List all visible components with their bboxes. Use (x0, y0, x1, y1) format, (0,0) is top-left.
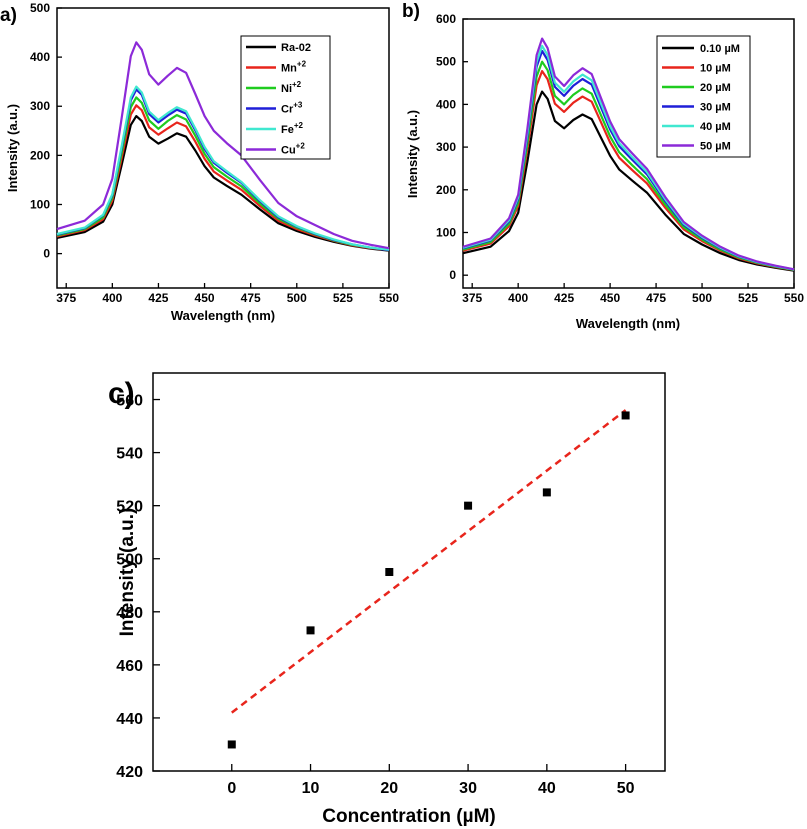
panel-a-x-tick-label: 400 (102, 291, 122, 305)
panel-a-legend: Ra-02 Mn+2 Ni+2 Cr+3 Fe+2 Cu+2 (240, 35, 331, 160)
panel-a-y-tick-label: 500 (30, 1, 50, 15)
panel-c-label: c) (108, 377, 135, 410)
panel-a-series (56, 41, 390, 252)
panel-a-x-tick-label: 500 (287, 291, 307, 305)
panel-c-x-tick-label: 20 (380, 780, 398, 797)
panel-a-x-tick-label: 425 (148, 291, 168, 305)
panel-a-x-tick-label: 450 (195, 291, 215, 305)
panel-b-series-line (462, 37, 795, 271)
panel-b-y-tick-label: 400 (436, 97, 456, 111)
panel-c-data-point (385, 568, 394, 576)
panel-b-legend-label: 10 µM (700, 63, 731, 75)
panel-b-legend-box (656, 35, 751, 158)
panel-a-x-tick-label: 525 (333, 291, 353, 305)
panel-b-x-tick-label: 550 (784, 291, 804, 305)
panel-b-legend-label: 0.10 µM (700, 43, 740, 55)
panel-b-series (462, 37, 795, 272)
panel-b-x-tick-label: 500 (692, 291, 712, 305)
panel-b-x-tick-label: 450 (600, 291, 620, 305)
panel-b-x-axis-title: Wavelength (nm) (576, 316, 680, 331)
panel-a-y-tick-label: 400 (30, 50, 50, 64)
panel-c-x-tick-label: 10 (302, 780, 320, 797)
panel-a-y-tick-label: 200 (30, 148, 50, 162)
panel-c-y-tick-label: 460 (116, 658, 143, 675)
panel-c-x-ticks: 0 10 20 30 40 50 (227, 764, 635, 797)
panel-a-series-line (56, 104, 390, 252)
panel-a-y-tick-label: 300 (30, 99, 50, 113)
panel-b-legend-label: 50 µM (700, 141, 731, 153)
panel-a-legend-label: Cr+3 (281, 101, 303, 116)
panel-c-data-point (542, 488, 551, 497)
panel-b-x-ticks: 375 400 425 450 475 500 525 550 (462, 283, 804, 305)
panel-c-y-tick-label: 480 (116, 605, 143, 622)
panel-c-frame (152, 372, 666, 772)
panel-b-label: b) (402, 1, 420, 22)
panel-c-y-ticks: 420 440 460 480 500 520 540 560 (116, 393, 160, 781)
panel-a-legend-box (240, 35, 331, 160)
panel-a-frame (56, 7, 390, 289)
panel-b-y-tick-label: 500 (436, 55, 456, 69)
panel-a-label: a) (0, 5, 17, 26)
panel-b-y-tick-label: 200 (436, 183, 456, 197)
panel-b-legend-label: 20 µM (700, 82, 731, 94)
panel-b-x-tick-label: 525 (738, 291, 758, 305)
panel-a-x-tick-label: 475 (241, 291, 261, 305)
panel-a-y-tick-label: 0 (43, 247, 50, 261)
panel-b-chart: b) 375 400 425 450 475 500 525 550 0 100 200 300 40… (402, 1, 804, 331)
panel-a-series-line (56, 115, 390, 252)
panel-b-y-ticks: 0 100 200 300 400 500 600 (436, 12, 468, 282)
panel-b-y-axis-title: Intensity (a.u.) (405, 110, 420, 198)
panel-b-series-line (462, 90, 795, 272)
panel-b-y-tick-label: 300 (436, 140, 456, 154)
panel-c-data-point (227, 740, 236, 749)
panel-c-data-point (464, 501, 473, 510)
panel-a-y-tick-label: 100 (30, 197, 50, 211)
panel-c-data-point (306, 626, 315, 635)
panel-a-legend-label: Ra-02 (281, 42, 311, 54)
panel-c-x-tick-label: 0 (227, 780, 236, 797)
panel-a-x-ticks: 375 400 425 450 475 500 525 550 (56, 283, 399, 305)
panel-c-y-axis-title: Intensity (a.u.) (117, 508, 138, 637)
panel-b-legend-label: 40 µM (700, 121, 731, 133)
panel-c-fit-line (231, 409, 627, 714)
panel-c-x-tick-label: 30 (459, 780, 477, 797)
panel-a-chart: a) 375 400 425 450 475 500 525 550 0 100 200 300 40… (0, 1, 399, 323)
panel-b-x-tick-label: 375 (462, 291, 482, 305)
panel-a-series-line (56, 96, 390, 252)
panel-c-x-tick-label: 40 (538, 780, 556, 797)
panel-a-series-line (56, 88, 390, 252)
panel-c-y-tick-label: 420 (116, 764, 143, 781)
panel-c-data-point (621, 411, 630, 420)
panel-c-x-tick-label: 50 (617, 780, 635, 797)
panel-a-series-line (56, 41, 390, 250)
panel-a-legend-label: Mn+2 (281, 60, 307, 75)
panel-a-y-ticks: 0 100 200 300 400 500 (30, 1, 62, 261)
panel-a-y-axis-title: Intensity (a.u.) (5, 104, 20, 192)
panel-b-x-tick-label: 400 (508, 291, 528, 305)
panel-c-points (227, 411, 630, 749)
panel-b-y-tick-label: 0 (449, 268, 456, 282)
panel-a-legend-label: Ni+2 (281, 80, 302, 95)
panel-c-x-axis-title: Concentration (µM) (322, 806, 496, 827)
panel-b-legend: 0.10 µM 10 µM 20 µM 30 µM 40 µM 50 µM (656, 35, 751, 158)
panel-a-series-line (56, 85, 390, 251)
panel-c-y-tick-label: 540 (116, 446, 143, 463)
panel-b-frame (462, 18, 795, 289)
panel-c-chart: c) 0 10 20 30 40 50 420440460480500520540560 … (108, 372, 666, 827)
panel-a-x-tick-label: 375 (56, 291, 76, 305)
panel-c-y-tick-label: 560 (116, 393, 143, 410)
panel-c-y-tick-label: 440 (116, 711, 143, 728)
panel-a-x-tick-label: 550 (379, 291, 399, 305)
panel-c-y-tick-label: 520 (116, 499, 143, 516)
panel-a-x-axis-title: Wavelength (nm) (171, 308, 275, 323)
panel-a-legend-label: Cu+2 (281, 142, 305, 157)
panel-b-x-tick-label: 425 (554, 291, 574, 305)
panel-b-x-tick-label: 475 (646, 291, 666, 305)
panel-a-legend-label: Fe+2 (281, 121, 304, 136)
panel-c-y-tick-label: 500 (116, 552, 143, 569)
panel-b-y-tick-label: 600 (436, 12, 456, 26)
panel-b-legend-label: 30 µM (700, 102, 731, 114)
panel-b-y-tick-label: 100 (436, 225, 456, 239)
